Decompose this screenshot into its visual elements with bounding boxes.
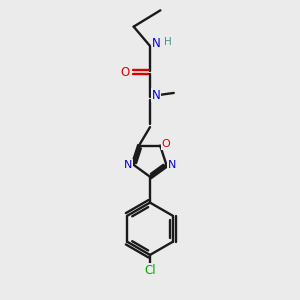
Text: N: N [168,160,176,170]
Text: N: N [152,37,161,50]
Text: Cl: Cl [144,264,156,277]
Text: N: N [152,89,160,102]
Text: O: O [161,139,170,149]
Text: N: N [124,160,132,170]
Text: O: O [120,66,129,79]
Text: H: H [164,37,172,47]
